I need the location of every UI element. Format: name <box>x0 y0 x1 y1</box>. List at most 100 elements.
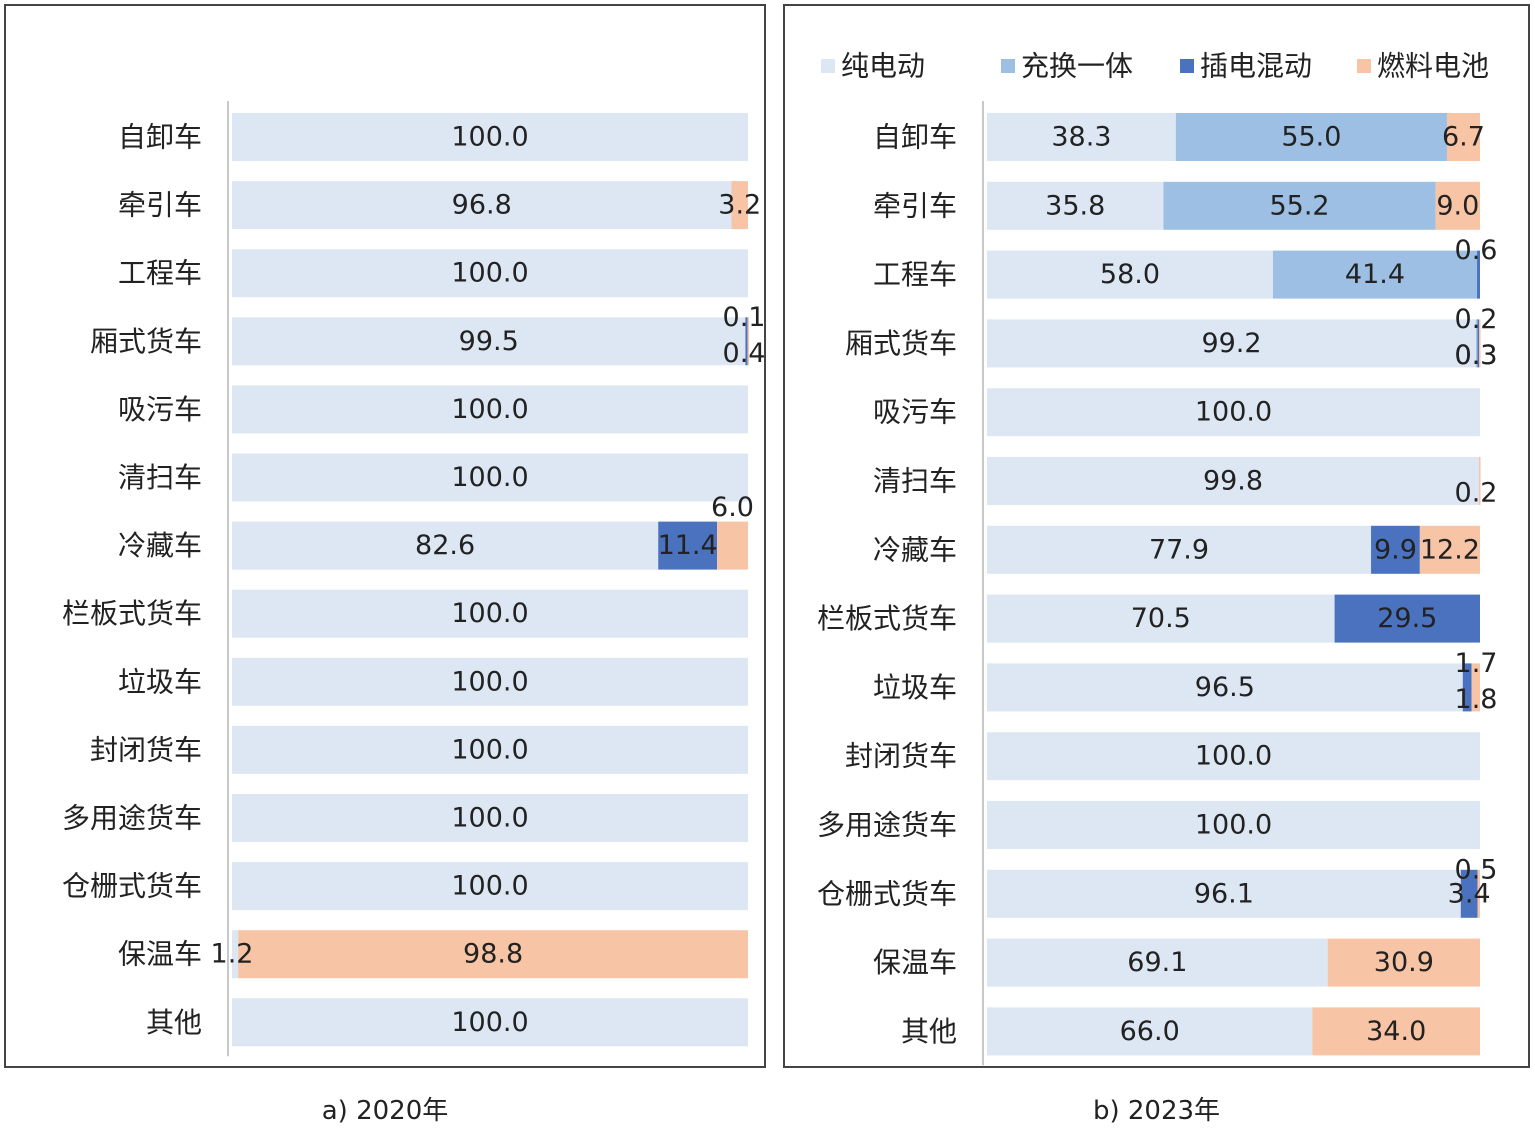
category-label: 封闭货车 <box>845 740 957 773</box>
bar-row: 栏板式货车 70.5 29.5 <box>817 594 1480 643</box>
data-label: 69.1 <box>1127 947 1187 978</box>
bar-segment <box>987 732 1480 781</box>
data-label: 1.2 <box>211 939 254 970</box>
data-label: 11.4 <box>658 530 718 561</box>
data-label: 99.5 <box>459 326 519 357</box>
category-label: 多用途货车 <box>62 802 202 835</box>
category-label: 仓栅式货车 <box>62 870 202 903</box>
data-label: 6.7 <box>1442 122 1485 153</box>
chart-panel-2020: 自卸车 100.0 牵引车 96.8 3.2 工程车 100.0 厢式货车 99.5 0.4 0.1… <box>4 4 766 1068</box>
bar-row: 多用途货车 100.0 <box>817 801 1480 849</box>
bar-segment <box>987 594 1335 643</box>
bar-segment <box>232 794 748 842</box>
chart-2020-svg: 自卸车 100.0 牵引车 96.8 3.2 工程车 100.0 厢式货车 99.5 0.4 0.1… <box>62 101 764 1057</box>
bar-segment <box>232 317 746 366</box>
data-label: 99.8 <box>1203 466 1263 497</box>
bar-row: 清扫车 100.0 <box>118 453 748 502</box>
category-label: 工程车 <box>118 257 202 290</box>
bar-segment <box>1462 663 1472 712</box>
data-label: 100.0 <box>451 462 528 493</box>
bar-segment <box>1163 181 1436 230</box>
data-label: 100.0 <box>1195 810 1272 841</box>
data-label: 55.0 <box>1281 122 1341 153</box>
bar-segment <box>987 457 1480 505</box>
bar-segment <box>987 525 1372 574</box>
data-label: 100.0 <box>451 803 528 834</box>
category-label: 栏板式货车 <box>817 602 957 635</box>
bar-segment <box>1479 457 1481 505</box>
category-label: 垃圾车 <box>873 671 957 704</box>
data-label: 100.0 <box>1195 397 1272 428</box>
data-label: 55.2 <box>1269 190 1329 221</box>
bar-segment <box>1435 181 1480 230</box>
data-label: 0.2 <box>1455 304 1498 335</box>
bar-segment <box>1327 938 1480 987</box>
category-label: 其他 <box>901 1015 957 1048</box>
bar-segment <box>232 249 748 298</box>
bar-row: 多用途货车 100.0 <box>62 794 748 842</box>
data-label: 70.5 <box>1131 603 1191 634</box>
data-label: 66.0 <box>1120 1016 1180 1047</box>
category-label: 吸污车 <box>873 396 957 429</box>
bar-segment <box>1479 319 1481 368</box>
bar-segment <box>232 181 732 230</box>
bar-segment <box>745 317 748 366</box>
bar-segment <box>1477 250 1480 299</box>
category-label: 清扫车 <box>873 465 957 498</box>
bar-row: 保温车 69.1 30.9 <box>873 938 1480 987</box>
data-label: 0.1 <box>723 302 764 333</box>
legend-swatch <box>1357 59 1371 73</box>
data-label: 100.0 <box>451 871 528 902</box>
bar-row: 冷藏车 82.6 11.4 6.0 <box>118 492 754 570</box>
bar-segment <box>987 388 1480 437</box>
legend-item: 燃料电池 <box>1357 50 1489 83</box>
bar-segment <box>1477 319 1480 368</box>
bar-row: 封闭货车 100.0 <box>90 725 748 774</box>
bar-segment <box>1446 113 1480 161</box>
legend-label: 插电混动 <box>1200 50 1312 83</box>
data-label: 82.6 <box>415 530 475 561</box>
data-label: 9.0 <box>1436 190 1479 221</box>
category-label: 自卸车 <box>873 121 957 154</box>
data-label: 0.4 <box>723 338 764 369</box>
bar-segment <box>658 521 718 570</box>
bar-segment <box>232 930 239 979</box>
bar-segment <box>232 998 748 1047</box>
bar-segment <box>1476 319 1478 368</box>
data-label: 3.2 <box>718 190 761 221</box>
category-label: 多用途货车 <box>817 809 957 842</box>
bar-segment <box>987 938 1328 987</box>
data-label: 0.5 <box>1455 854 1498 885</box>
data-label: 100.0 <box>451 598 528 629</box>
legend-item: 纯电动 <box>821 50 925 83</box>
bar-row: 栏板式货车 100.0 <box>62 589 748 638</box>
data-label: 98.8 <box>463 939 523 970</box>
data-label: 29.5 <box>1377 603 1437 634</box>
category-label: 栏板式货车 <box>62 597 202 630</box>
bar-row: 仓栅式货车 96.1 3.40.5 <box>817 854 1497 918</box>
data-label: 0.3 <box>1455 340 1498 371</box>
legend-label: 燃料电池 <box>1377 50 1489 83</box>
legend-item: 插电混动 <box>1180 50 1312 83</box>
bar-segment <box>987 869 1461 918</box>
bar-segment <box>987 181 1164 230</box>
bar-row: 自卸车 38.3 55.0 6.7 <box>873 113 1485 161</box>
data-label: 0.2 <box>1455 478 1498 509</box>
data-label: 41.4 <box>1345 259 1405 290</box>
data-label: 96.1 <box>1194 878 1254 909</box>
category-label: 仓栅式货车 <box>817 877 957 910</box>
bar-row: 吸污车 100.0 <box>118 385 748 434</box>
bar-segment <box>232 589 748 638</box>
data-label: 30.9 <box>1374 947 1434 978</box>
data-label: 0.3 <box>1455 340 1498 371</box>
bar-segment <box>1312 1007 1480 1056</box>
bar-segment <box>1334 594 1480 643</box>
bar-row: 牵引车 35.8 55.2 9.0 <box>873 181 1480 230</box>
bar-row: 仓栅式货车 100.0 <box>62 862 748 911</box>
bar-row: 其他 66.0 34.0 <box>901 1007 1480 1056</box>
bar-row: 垃圾车 96.5 1.8 1.7 <box>873 648 1497 715</box>
bar-segment <box>232 453 748 502</box>
bar-segment <box>987 113 1176 161</box>
bar-segment <box>232 657 748 706</box>
